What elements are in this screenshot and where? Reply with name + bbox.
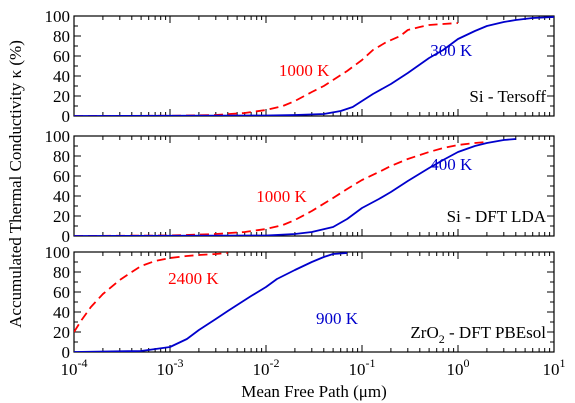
x-tick-base: 10	[253, 360, 270, 379]
panel-title-main: Si - Tersoff	[469, 87, 546, 106]
y-tick-label: 20	[53, 323, 70, 342]
x-tick-label: 10-1	[349, 356, 376, 379]
x-tick-exponent: 0	[464, 356, 470, 370]
series-label-900-k: 900 K	[316, 309, 359, 328]
x-axis-label: Mean Free Path (μm)	[241, 382, 387, 401]
panel-title-main: ZrO	[410, 323, 438, 342]
x-tick-label: 10-3	[157, 356, 184, 379]
x-tick-exponent: -1	[366, 356, 376, 370]
x-tick-base: 10	[349, 360, 366, 379]
y-tick-label: 40	[53, 187, 70, 206]
x-tick-label: 10-4	[61, 356, 88, 379]
y-tick-label: 80	[53, 263, 70, 282]
panel-title: Si - Tersoff	[469, 87, 546, 106]
y-tick-label: 20	[53, 87, 70, 106]
x-tick-base: 10	[447, 360, 464, 379]
y-tick-label: 40	[53, 67, 70, 86]
panel-title-rest: - DFT PBEsol	[445, 323, 547, 342]
x-tick-exponent: -2	[270, 356, 280, 370]
panel-title: Si - DFT LDA	[447, 207, 547, 226]
x-tick-base: 10	[157, 360, 174, 379]
y-tick-label: 100	[45, 243, 71, 262]
series-line-400-k	[74, 138, 516, 236]
series-line-1000-k	[74, 141, 487, 236]
y-tick-label: 100	[45, 7, 71, 26]
y-tick-label: 60	[53, 47, 70, 66]
series-label-1000-k: 1000 K	[256, 187, 307, 206]
x-tick-exponent: -3	[174, 356, 184, 370]
y-tick-label: 60	[53, 283, 70, 302]
series-line-1000-k	[74, 22, 459, 116]
series-label-1000-k: 1000 K	[279, 61, 330, 80]
panel-title-main: Si - DFT LDA	[447, 207, 547, 226]
series-line-900-k	[74, 252, 348, 352]
x-tick-base: 10	[543, 360, 560, 379]
y-tick-label: 100	[45, 127, 71, 146]
series-label-400-k: 400 K	[430, 155, 473, 174]
y-tick-label: 80	[53, 147, 70, 166]
y-tick-label: 0	[62, 343, 71, 362]
y-tick-label: 40	[53, 303, 70, 322]
y-tick-label: 20	[53, 207, 70, 226]
panel-title: ZrO2 - DFT PBEsol	[410, 323, 546, 346]
x-tick-label: 100	[447, 356, 470, 379]
series-line-300-k	[74, 16, 554, 116]
x-tick-base: 10	[61, 360, 78, 379]
y-tick-label: 60	[53, 167, 70, 186]
x-tick-exponent: -4	[78, 356, 88, 370]
panel-title-subscript: 2	[439, 332, 445, 346]
series-label-2400-k: 2400 K	[168, 269, 219, 288]
x-tick-label: 10-2	[253, 356, 280, 379]
series-line-2400-k	[74, 252, 228, 333]
y-axis-label: Accumulated Thermal Conductivity κ (%)	[6, 40, 25, 328]
y-tick-label: 0	[62, 227, 71, 246]
x-tick-exponent: 1	[560, 356, 566, 370]
x-tick-label: 101	[543, 356, 566, 379]
series-label-300-k: 300 K	[430, 41, 473, 60]
y-tick-label: 0	[62, 107, 71, 126]
y-tick-label: 80	[53, 27, 70, 46]
